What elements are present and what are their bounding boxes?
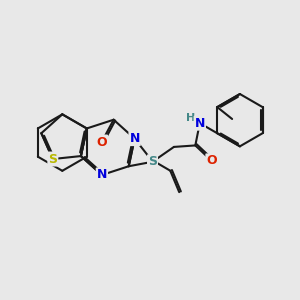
Text: H: H: [186, 113, 195, 123]
Text: O: O: [206, 154, 217, 167]
Text: N: N: [195, 117, 205, 130]
Text: S: S: [48, 152, 57, 166]
Text: N: N: [97, 169, 107, 182]
Text: N: N: [129, 132, 140, 145]
Text: O: O: [96, 136, 107, 148]
Text: S: S: [148, 155, 157, 168]
